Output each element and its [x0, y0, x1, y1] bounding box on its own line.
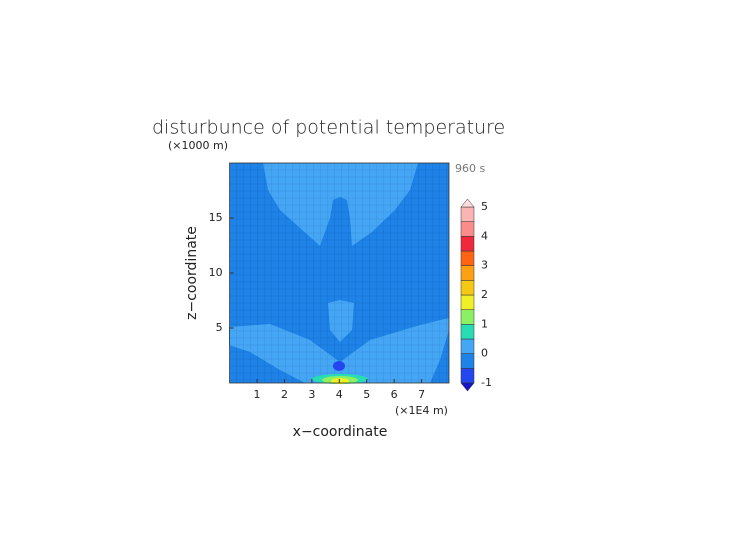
colorbar-box [460, 250, 475, 266]
contour-region [333, 361, 345, 371]
colorbar-box [460, 265, 475, 281]
x-tick-label: 7 [418, 388, 425, 401]
colorbar-under [460, 382, 475, 392]
x-tick-label: 2 [281, 388, 288, 401]
chart-title: disturbunce of potential temperature [152, 117, 505, 139]
contour-region [331, 378, 349, 384]
colorbar-box [460, 309, 475, 325]
colorbar-tick-label: 1 [481, 317, 488, 330]
colorbar-box [460, 338, 475, 354]
colorbar-box [460, 353, 475, 369]
colorbar-box [460, 221, 475, 237]
x-tick-label: 4 [336, 388, 343, 401]
colorbar-box [460, 236, 475, 252]
colorbar-box [460, 324, 475, 340]
contour-region [263, 163, 418, 246]
colorbar-over [460, 198, 475, 208]
y-tick-label: 10 [209, 266, 223, 279]
x-label: x−coordinate [293, 424, 388, 440]
colorbar-tick-label: 0 [481, 347, 488, 360]
colorbar-tick-label: 5 [481, 200, 488, 213]
time-label: 960 s [455, 162, 485, 175]
colorbar-box [460, 368, 475, 384]
colorbar-box [460, 280, 475, 296]
colorbar-box [460, 294, 475, 310]
x-tick-label: 5 [363, 388, 370, 401]
contour-region [229, 318, 449, 383]
colorbar-tick-label: 4 [481, 229, 488, 242]
y-tick-label: 5 [216, 321, 223, 334]
x-unit: (×1E4 m) [395, 404, 448, 417]
x-tick-label: 6 [391, 388, 398, 401]
contour-region [328, 300, 354, 342]
x-tick-label: 3 [308, 388, 315, 401]
colorbar-box [460, 206, 475, 222]
colorbar-tick-label: -1 [481, 376, 492, 389]
y-unit: (×1000 m) [168, 139, 228, 152]
x-tick-label: 1 [254, 388, 261, 401]
colorbar-tick-label: 3 [481, 259, 488, 272]
colorbar-tick-label: 2 [481, 288, 488, 301]
y-tick-label: 15 [209, 211, 223, 224]
y-label: z−coordinate [184, 226, 200, 320]
